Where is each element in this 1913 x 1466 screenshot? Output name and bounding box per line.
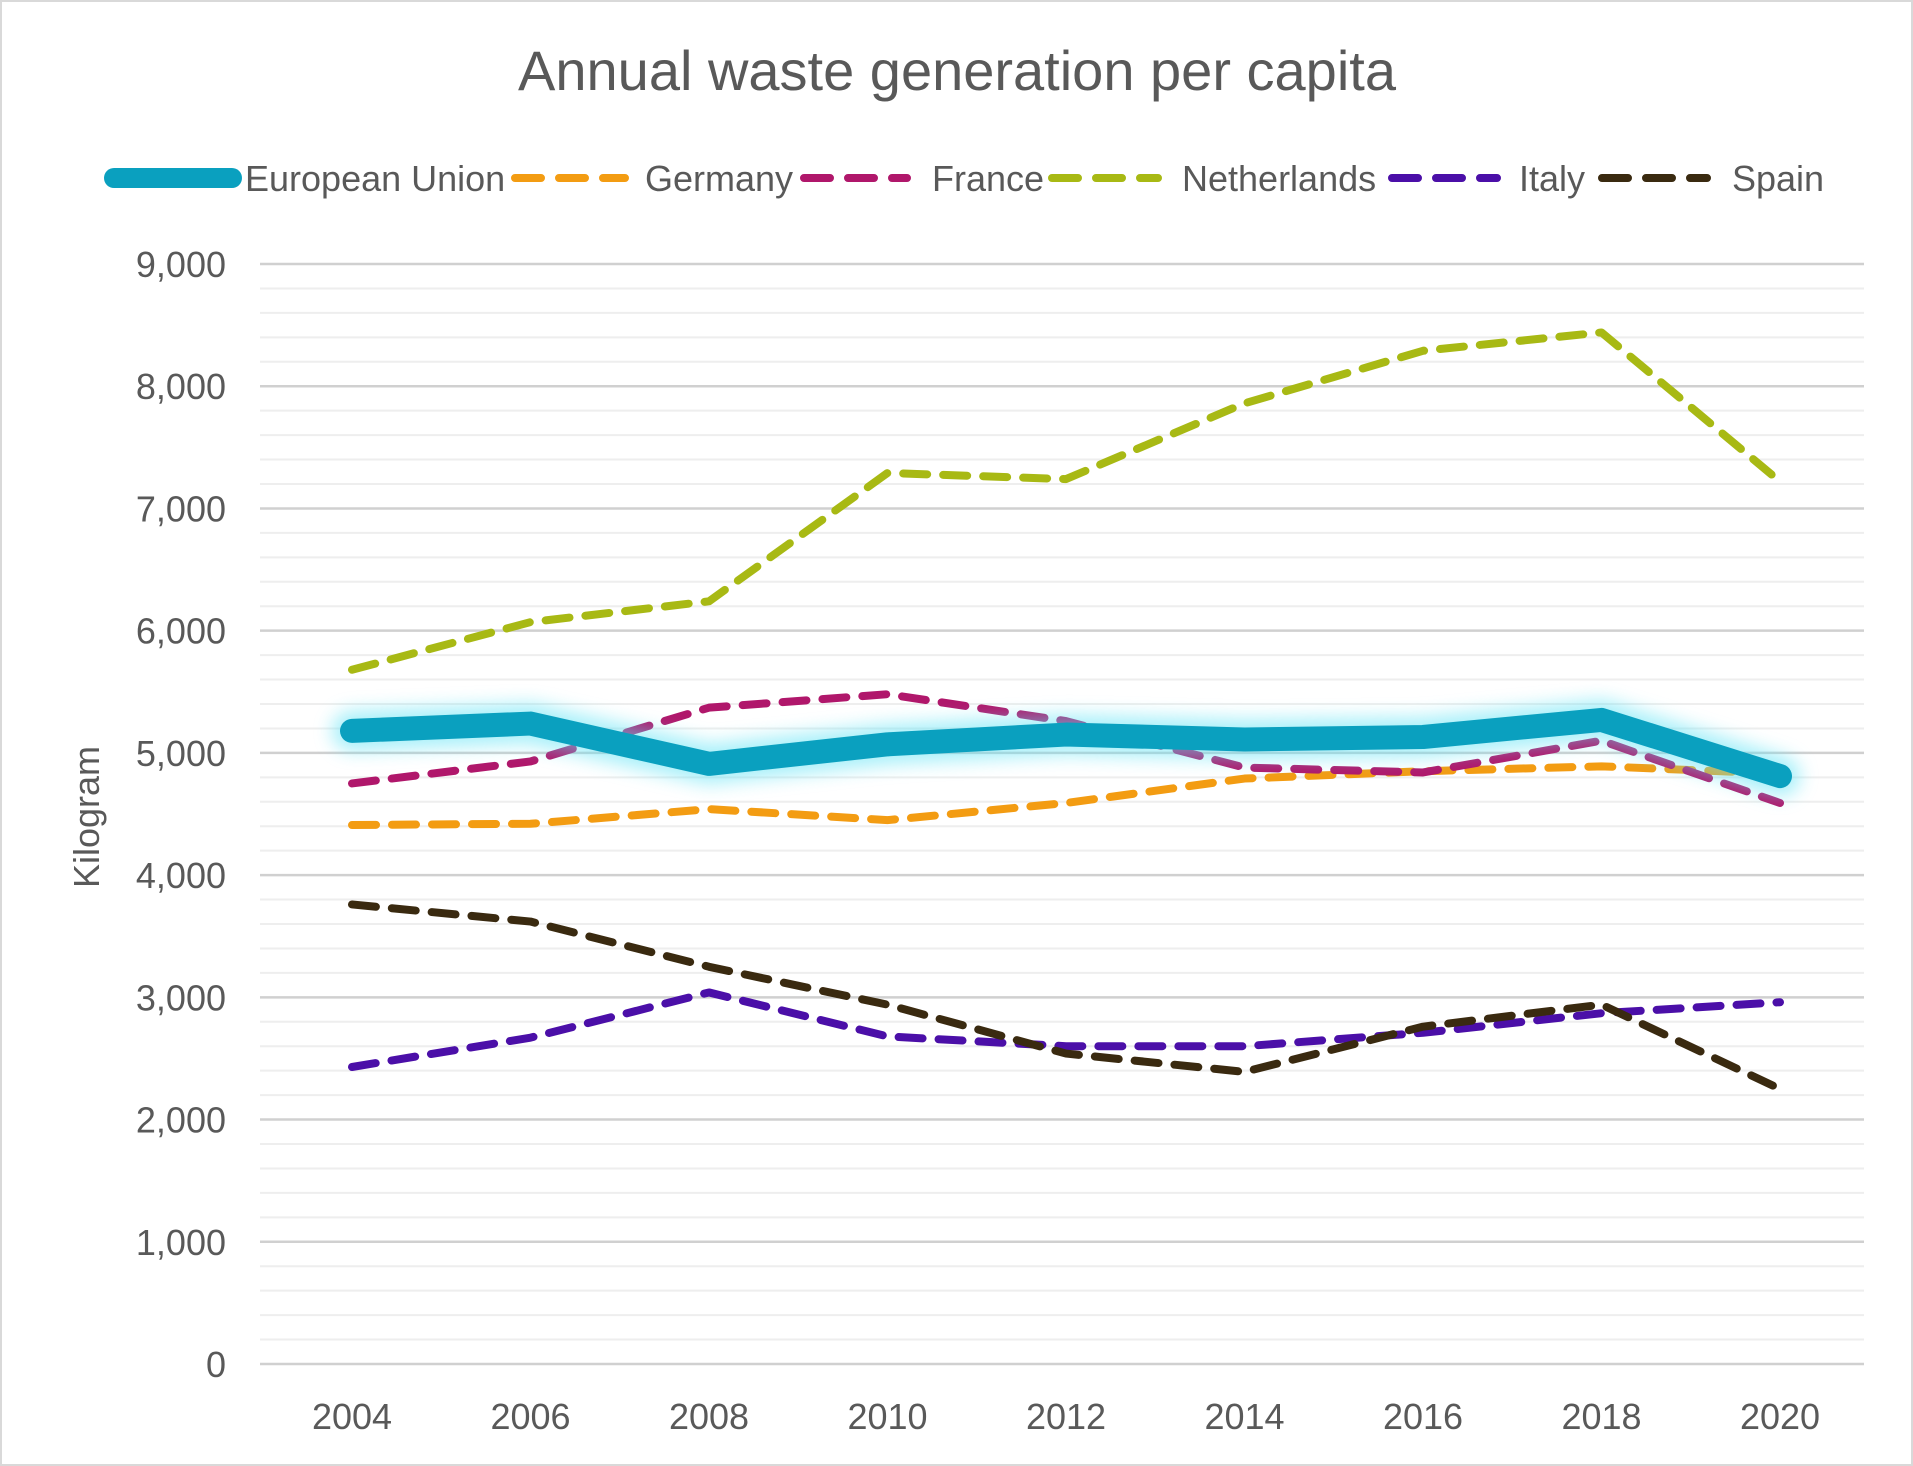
y-tick-label: 9,000 (136, 244, 226, 285)
series-line-netherlands (348, 328, 1784, 674)
legend-label: Italy (1519, 158, 1585, 199)
legend-label: Netherlands (1182, 158, 1376, 199)
y-tick-label: 4,000 (136, 855, 226, 896)
legend-item-france: France (800, 158, 1044, 199)
x-tick-label: 2014 (1204, 1396, 1284, 1437)
y-tick-label: 0 (206, 1344, 226, 1385)
y-axis: 0 1,000 2,000 3,000 4,000 5,000 6,000 7,000 8,00… (136, 244, 226, 1385)
x-tick-label: 2016 (1383, 1396, 1463, 1437)
x-tick-label: 2010 (847, 1396, 927, 1437)
series-line-italy (348, 988, 1784, 1071)
legend-item-netherlands: Netherlands (1048, 158, 1376, 199)
chart-title: Annual waste generation per capita (518, 39, 1397, 102)
series-line-spain (348, 900, 1784, 1093)
legend-item-european-union: European Union (104, 158, 505, 199)
x-axis: 2004 2006 2008 2010 2012 2014 2016 2018 2020 (312, 1396, 1820, 1437)
series-line-european-union (340, 707, 1792, 789)
x-tick-label: 2020 (1740, 1396, 1820, 1437)
legend-item-spain: Spain (1598, 158, 1824, 199)
y-axis-label: Kilogram (66, 746, 107, 888)
x-tick-label: 2008 (669, 1396, 749, 1437)
y-tick-label: 1,000 (136, 1222, 226, 1263)
legend-item-italy: Italy (1388, 158, 1585, 199)
y-tick-label: 6,000 (136, 611, 226, 652)
legend-label: France (932, 158, 1044, 199)
y-tick-label: 3,000 (136, 977, 226, 1018)
gridlines (260, 262, 1864, 1366)
legend-label: European Union (245, 158, 505, 199)
legend-label: Spain (1732, 158, 1824, 199)
series-line-germany (348, 762, 1784, 829)
x-tick-label: 2018 (1561, 1396, 1641, 1437)
y-tick-label: 5,000 (136, 733, 226, 774)
legend-label: Germany (645, 158, 793, 199)
x-tick-label: 2006 (490, 1396, 570, 1437)
legend: European Union Germany France Netherlands It… (104, 158, 1824, 199)
y-tick-label: 7,000 (136, 488, 226, 529)
legend-item-germany: Germany (511, 158, 793, 199)
series-lines (332, 328, 1800, 1093)
y-tick-label: 8,000 (136, 366, 226, 407)
x-tick-label: 2004 (312, 1396, 392, 1437)
y-tick-label: 2,000 (136, 1100, 226, 1141)
x-tick-label: 2012 (1026, 1396, 1106, 1437)
